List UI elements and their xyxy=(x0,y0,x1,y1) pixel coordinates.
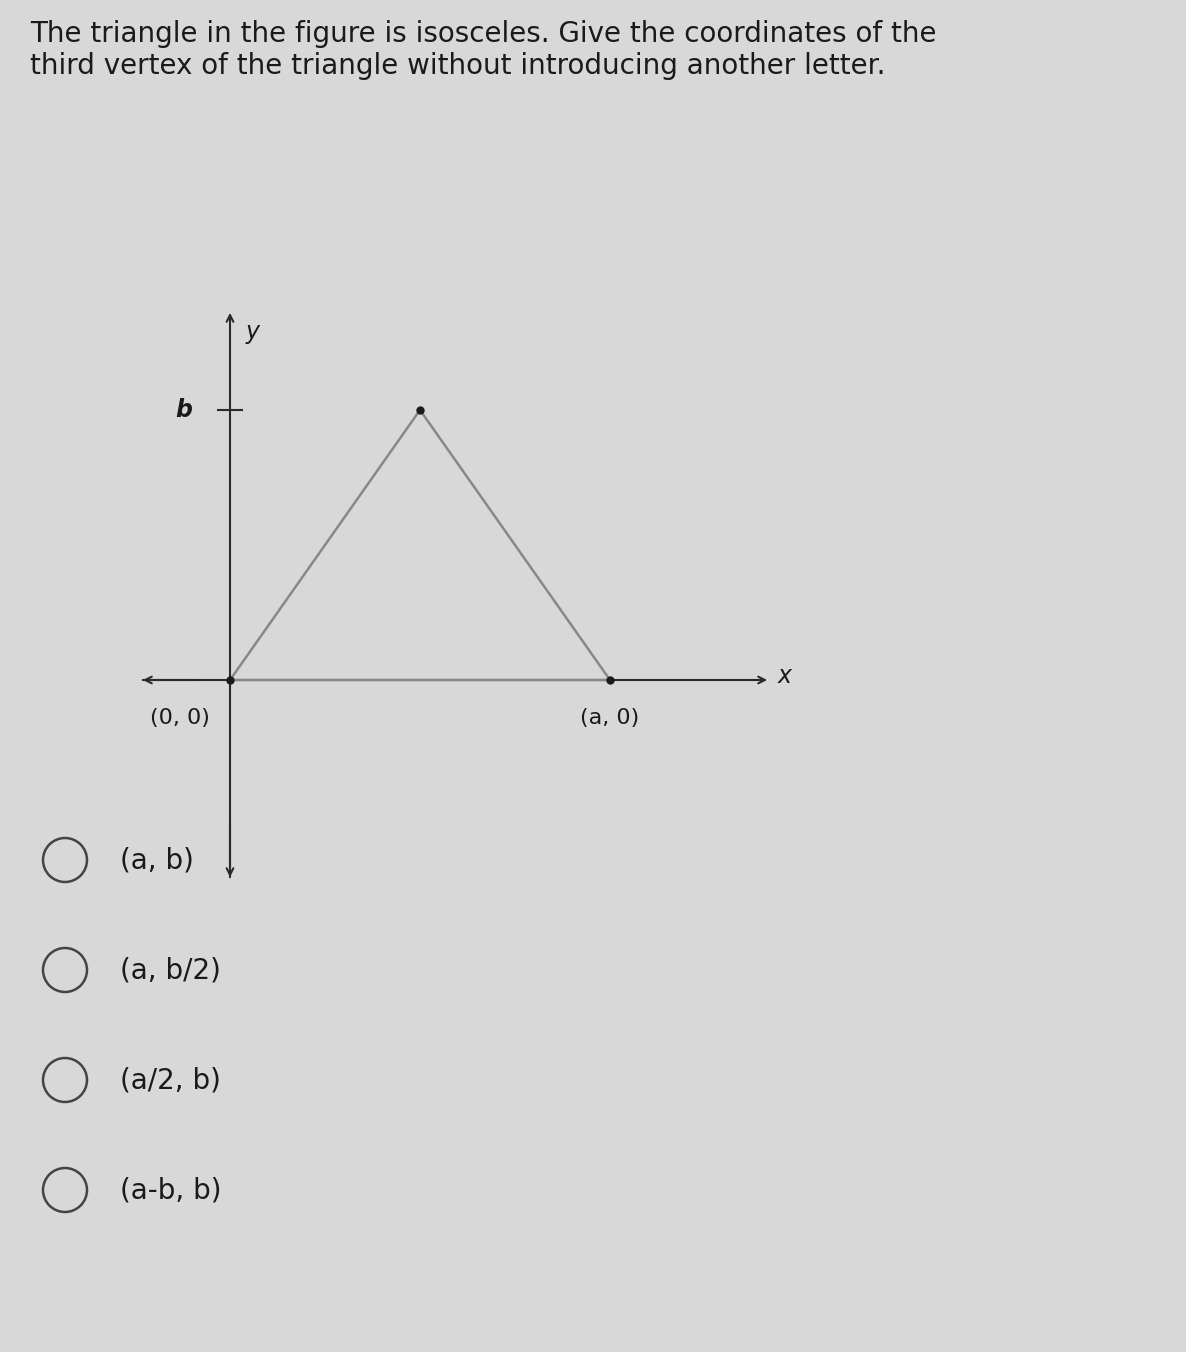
Text: (a/2, b): (a/2, b) xyxy=(120,1065,221,1094)
Text: (a, b/2): (a, b/2) xyxy=(120,956,221,984)
Text: x: x xyxy=(778,664,792,688)
Text: (a, b): (a, b) xyxy=(120,846,193,873)
Text: The triangle in the figure is isosceles. Give the coordinates of the
third verte: The triangle in the figure is isosceles.… xyxy=(30,20,937,80)
Text: (a, 0): (a, 0) xyxy=(580,708,639,727)
Text: b: b xyxy=(176,397,192,422)
Text: (0, 0): (0, 0) xyxy=(151,708,210,727)
Text: (a-b, b): (a-b, b) xyxy=(120,1176,222,1205)
Text: y: y xyxy=(246,320,260,343)
